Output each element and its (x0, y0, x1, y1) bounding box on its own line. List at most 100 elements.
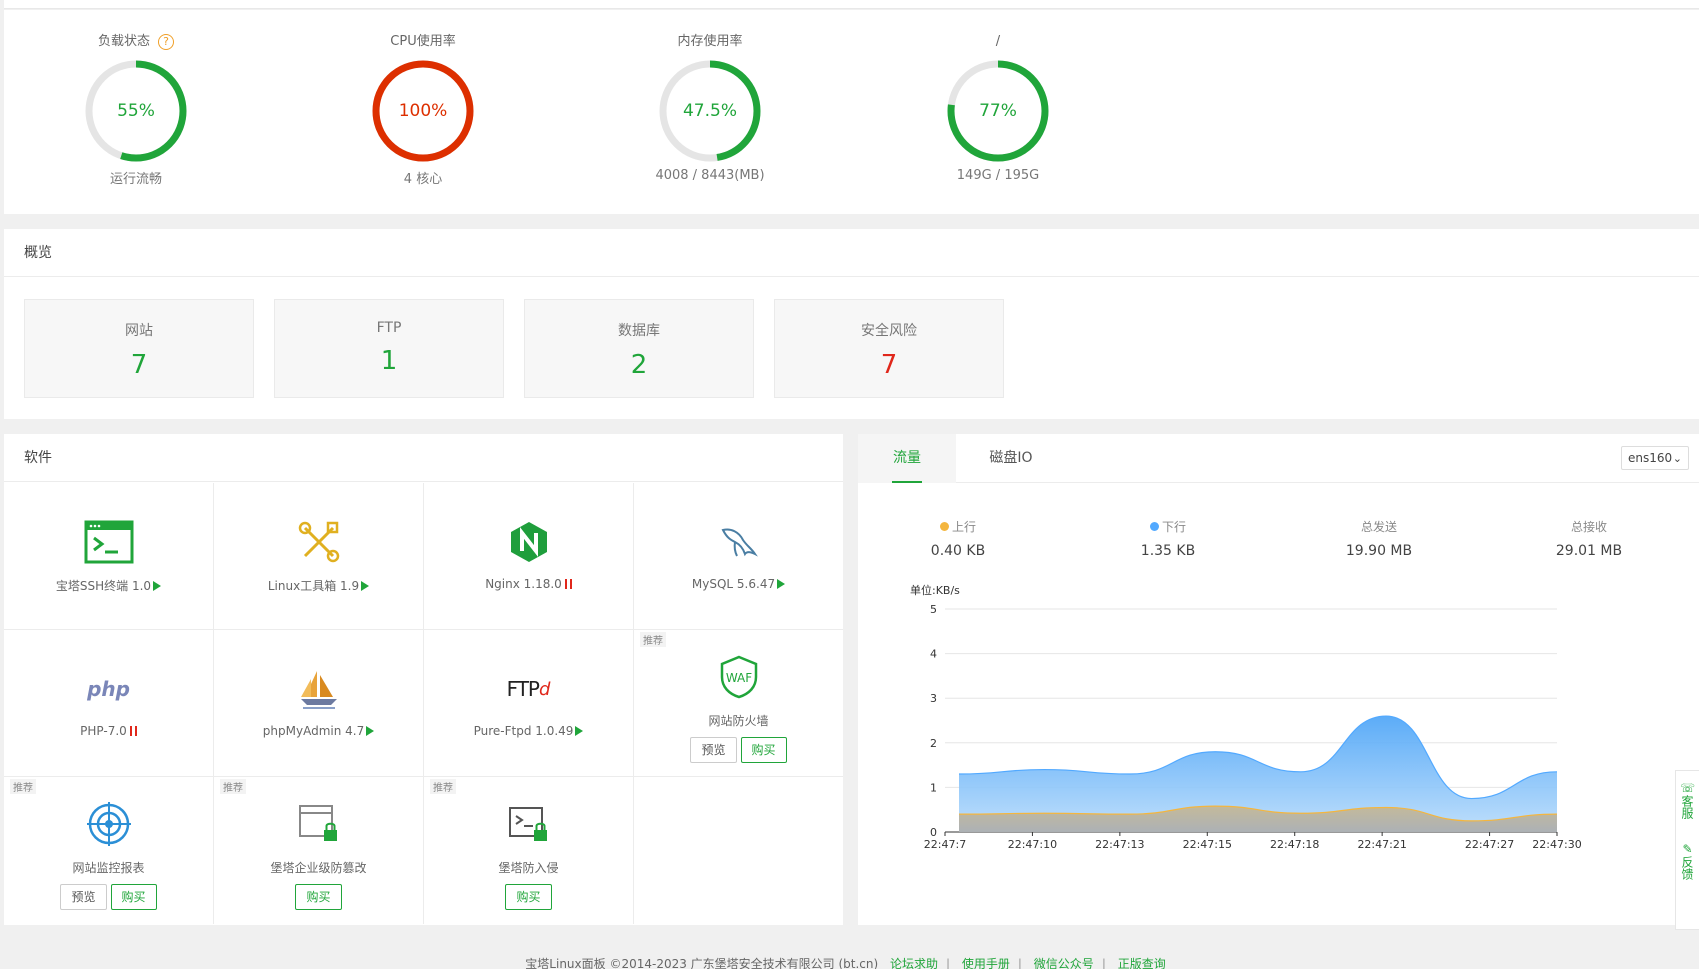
overview-card-security-risk[interactable]: 安全风险 7 (774, 299, 1004, 398)
recommend-tag: 推荐 (10, 779, 36, 794)
mysql-dolphin-icon (712, 515, 766, 569)
preview-button[interactable]: 预览 (60, 884, 107, 910)
stat-value: 29.01 MB (1555, 543, 1623, 559)
card-value[interactable]: 2 (630, 350, 648, 380)
buy-button[interactable]: 购买 (740, 737, 787, 763)
stat-upload: 上行 0.40 KB (898, 518, 1018, 559)
x-tick-label: 22:47:10 (1008, 838, 1057, 851)
traffic-panel: 流量 磁盘IO ens160 ⌄ 上行 0.40 KB 下行 1.35 KB 总发… (858, 434, 1699, 925)
gauge-memory[interactable]: 内存使用率 47.5% 4008 / 8443(MB) (610, 32, 810, 183)
software-item[interactable]: FTP d Pure-Ftpd 1.0.49 (424, 630, 634, 777)
stat-value: 0.40 KB (930, 543, 986, 559)
gauge-ring: 55% (83, 58, 189, 164)
chevron-down-icon: ⌄ (1672, 452, 1682, 465)
overview-card-ftp[interactable]: FTP 1 (274, 299, 504, 398)
stat-value: 19.90 MB (1345, 543, 1413, 559)
overview-card-database[interactable]: 数据库 2 (524, 299, 754, 398)
y-axis-unit-label: 单位:KB/s (910, 584, 960, 597)
play-icon[interactable] (361, 581, 370, 591)
gauge-load[interactable]: 负载状态? 55% 运行流畅 (36, 32, 236, 187)
gauge-subtitle: 4 核心 (403, 172, 443, 187)
card-label: 数据库 (618, 323, 660, 339)
series-area-upload (959, 806, 1557, 832)
php-icon: php (87, 677, 130, 701)
recommend-tag: 推荐 (430, 779, 456, 794)
series-line-upload (958, 805, 1558, 822)
interface-select[interactable]: ens160 ⌄ (1621, 446, 1689, 470)
software-name: 网站监控报表 (72, 861, 145, 875)
waf-shield-icon: WAF (712, 650, 766, 704)
y-tick-label: 4 (930, 648, 937, 661)
series-area-download (959, 716, 1557, 832)
stopped-icon[interactable] (564, 579, 572, 589)
svg-text:WAF: WAF (725, 671, 751, 685)
buy-button[interactable]: 购买 (110, 884, 157, 910)
gauge-cpu[interactable]: CPU使用率 100% 4 核心 (323, 32, 523, 187)
software-item[interactable]: MySQL 5.6.47 (634, 483, 843, 630)
play-icon[interactable] (575, 726, 584, 736)
software-item[interactable]: 推荐 网站监控报表 预览 购买 (4, 777, 214, 924)
sailboat-icon (292, 662, 346, 716)
overview-title: 概览 (4, 229, 1699, 277)
footer-link-wechat[interactable]: 微信公众号 (1033, 957, 1094, 969)
play-icon[interactable] (366, 726, 375, 736)
card-value[interactable]: 7 (130, 350, 148, 380)
software-name: 堡塔企业级防篡改 (270, 861, 367, 875)
stopped-icon[interactable] (129, 726, 137, 736)
ftp-icon: FTP d (506, 677, 551, 701)
x-tick-label: 22:47:18 (1270, 838, 1319, 851)
card-value[interactable]: 7 (880, 350, 898, 380)
stat-value: 1.35 KB (1140, 543, 1196, 559)
monitor-target-icon (82, 797, 136, 851)
help-icon[interactable]: ? (158, 33, 174, 50)
software-name: Nginx 1.18.0 (485, 577, 562, 591)
gauge-percent: 77% (979, 101, 1017, 121)
buy-button[interactable]: 购买 (295, 884, 342, 910)
gauge-subtitle: 149G / 195G (956, 168, 1040, 183)
x-tick-label: 22:47:21 (1357, 838, 1406, 851)
software-name: phpMyAdmin 4.7 (262, 724, 365, 738)
gauge-disk[interactable]: / 77% 149G / 195G (898, 32, 1098, 183)
y-tick-label: 3 (930, 692, 937, 705)
software-item[interactable]: php PHP-7.0 (4, 630, 214, 777)
software-item[interactable]: 宝塔SSH终端 1.0 (4, 483, 214, 630)
software-item[interactable]: Linux工具箱 1.9 (214, 483, 424, 630)
recommend-tag: 推荐 (640, 632, 666, 647)
preview-button[interactable]: 预览 (690, 737, 737, 763)
gauge-subtitle: 运行流畅 (109, 172, 162, 187)
y-tick-label: 1 (930, 781, 937, 794)
card-label: FTP (376, 320, 402, 336)
software-item[interactable]: 推荐 堡塔企业级防篡改 购买 (214, 777, 424, 924)
software-item[interactable]: phpMyAdmin 4.7 (214, 630, 424, 777)
footer-link-forum[interactable]: 论坛求助 (890, 957, 939, 969)
play-icon[interactable] (153, 581, 162, 591)
upload-dot-icon (939, 522, 949, 531)
gauge-ring: 100% (370, 58, 476, 164)
gauge-title: 内存使用率 (677, 34, 743, 49)
gauge-arc (947, 60, 1049, 162)
play-icon[interactable] (777, 579, 786, 589)
card-label: 安全风险 (861, 323, 917, 339)
feedback-button[interactable]: ✎ 反馈 (1680, 842, 1694, 880)
gauge-arc (659, 60, 761, 162)
download-dot-icon (1149, 522, 1159, 531)
intrusion-terminal-lock-icon (502, 797, 556, 851)
buy-button[interactable]: 购买 (505, 884, 552, 910)
customer-service-button[interactable]: ☏ 客服 (1679, 781, 1695, 819)
software-item[interactable]: 推荐 WAF 网站防火墙 预览 购买 (634, 630, 843, 777)
software-name: 堡塔防入侵 (498, 861, 559, 875)
software-name: PHP-7.0 (80, 724, 127, 738)
overview-card-sites[interactable]: 网站 7 (24, 299, 254, 398)
footer-link-genuine-check[interactable]: 正版查询 (1117, 957, 1166, 969)
software-name: 网站防火墙 (708, 714, 769, 728)
software-item[interactable]: Nginx 1.18.0 (424, 483, 634, 630)
gauge-ring: 47.5% (657, 58, 763, 164)
tab-disk-io[interactable]: 磁盘IO (989, 450, 1033, 466)
software-grid: 宝塔SSH终端 1.0 Linux工具箱 1.9 Nginx 1.18.0 My… (4, 483, 843, 925)
traffic-chart: 单位:KB/s 0 1 2 3 4 5 22:47:7 22:47:10 22:47:13 22:4… (910, 584, 1582, 851)
footer-link-manual[interactable]: 使用手册 (961, 957, 1010, 969)
toolbox-icon (292, 515, 346, 569)
tab-traffic[interactable]: 流量 (858, 434, 956, 483)
software-item[interactable]: 推荐 堡塔防入侵 购买 (424, 777, 634, 924)
card-value[interactable]: 1 (380, 346, 398, 376)
